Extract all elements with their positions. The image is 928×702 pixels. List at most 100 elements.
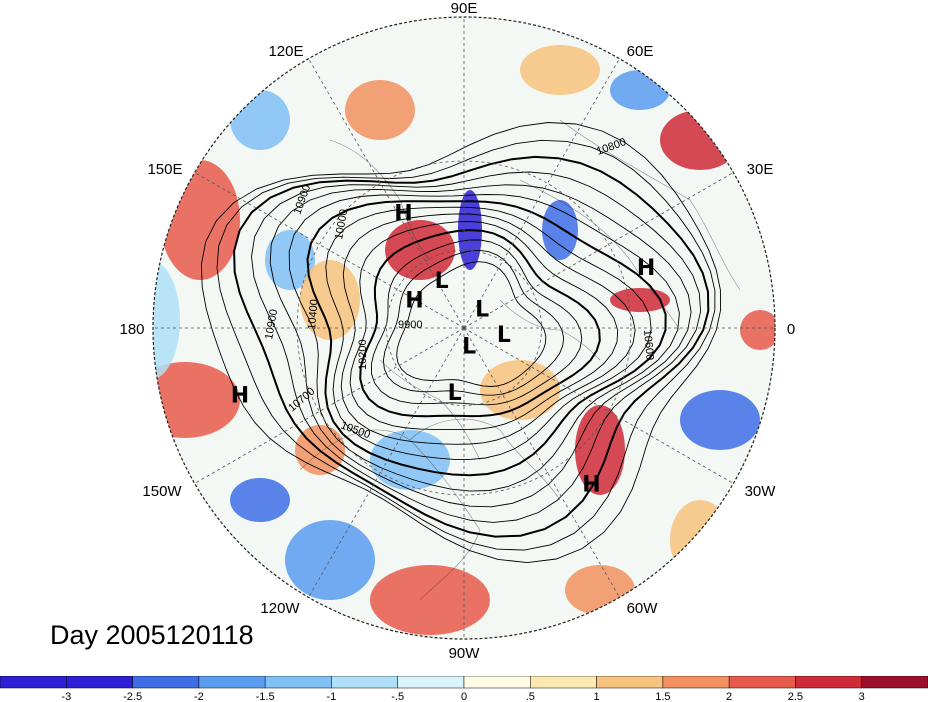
meridian-line [463,58,620,329]
height-contour [251,171,702,523]
anomaly-blob [230,478,290,522]
anomaly-blob [660,110,740,170]
colorbar-tick-label: -.5 [391,691,404,702]
colorbar-boxes [0,676,928,689]
meridian-line [463,172,734,329]
contour-label: 9900 [398,319,422,331]
contour-label: 10000 [333,208,350,240]
date-title: Day 2005120118 [50,620,254,650]
meridian-line [308,58,465,329]
anomaly-blob [680,390,760,450]
height-contour [216,139,716,551]
colorbar-box [728,676,796,689]
colorbar-box [530,676,597,689]
pressure-marker-low: L [462,335,476,360]
pressure-marker-low: L [448,381,462,406]
colorbar-tick-labels: -3 -2.5 -2 -1.5 -1 -.5 0 .5 1 1.5 2 2.5 3 [61,691,864,702]
pressure-marker-high: H [394,201,412,226]
anomaly-blob [740,310,775,350]
anomaly-blob [542,200,578,260]
pressure-marker-low: L [435,269,449,294]
lon-label-60e: 60E [627,43,654,60]
colorbar-tick-label: -2.5 [123,691,142,702]
contour-label: 10900 [263,308,280,340]
contour-label: 10400 [306,299,321,331]
graticule [153,17,775,639]
pressure-marker-low: L [497,323,511,348]
meridian-line [463,327,734,484]
pressure-marker-high: H [405,289,423,314]
height-contour [349,221,619,431]
lon-label-90e: 90E [451,0,478,17]
colorbar-box [397,676,465,689]
lon-label-150e: 150E [147,161,182,178]
colorbar-tick-label: -3 [61,691,71,702]
lon-label-150w: 150W [142,483,182,500]
height-contour [233,155,710,538]
colorbar-box [132,676,200,689]
map-boundary [152,16,776,640]
meridian-line [194,327,465,484]
lon-label-30w: 30W [745,483,777,500]
colorbar-tick-label: 3 [859,691,865,702]
anomaly-blob [153,260,180,380]
colorbar-box [463,676,531,689]
parallel-circle [386,250,542,406]
lon-label-90w: 90W [449,645,481,662]
colorbar-tick-label: -1.5 [256,691,275,702]
colorbar-box [596,676,664,689]
colorbar-box [861,676,928,689]
anomaly-blob [480,360,560,420]
colorbar-box [66,676,133,689]
lon-label-120w: 120W [260,600,300,617]
meridian-line [463,327,620,598]
anomaly-blob [520,45,600,95]
anomaly-blob [300,260,360,340]
height-contour [359,229,601,418]
anomaly-blob [265,230,315,290]
lon-label-0: 0 [787,321,795,338]
contour-label: 10200 [357,339,369,370]
height-contour [396,261,547,387]
lon-label-180: 180 [119,321,144,338]
colorbar-tick-label: 1 [594,691,600,702]
height-contour [370,239,583,406]
pressure-marker-high: H [637,256,655,281]
anomaly-blob [230,90,290,150]
contour-label: 10600 [641,329,656,361]
colorbar-box [264,676,332,689]
height-contour [288,194,680,492]
height-contour [382,249,565,396]
colorbar-tick-label: -2 [194,691,204,702]
colorbar-tick-label: .5 [526,691,535,702]
anomaly-blob [285,520,375,600]
height-contours [200,122,722,564]
lon-label-30e: 30E [747,161,774,178]
height-contour [340,213,636,445]
coastlines [299,119,741,601]
colorbar-tick-label: 0 [461,691,467,702]
anomaly-blob [575,405,625,495]
colorbar: -3 -2.5 -2 -1.5 -1 -.5 0 .5 1 1.5 2 2.5 3 [0,676,928,702]
pressure-marker-high: H [231,384,249,409]
colorbar-tick-label: 1.5 [655,691,670,702]
colorbar-box [0,676,67,689]
lon-label-120e: 120E [268,43,303,60]
colorbar-box [662,676,730,689]
lon-label-60w: 60W [627,600,659,617]
height-contour [306,200,667,477]
meridian-line [194,172,465,329]
anomaly-blob [370,430,450,490]
height-contour [325,206,652,460]
parallel-circle [296,160,632,496]
colorbar-tick-label: 2.5 [788,691,803,702]
anomaly-blob [345,80,415,140]
colorbar-tick-label: -1 [327,691,337,702]
anomaly-blob [153,362,240,438]
longitude-labels: 90E 120E 60E 150E 30E 180 0 150W 30W 120… [119,0,795,662]
anomaly-blob [670,500,730,580]
colorbar-box [331,676,398,689]
colorbar-tick-label: 2 [726,691,732,702]
